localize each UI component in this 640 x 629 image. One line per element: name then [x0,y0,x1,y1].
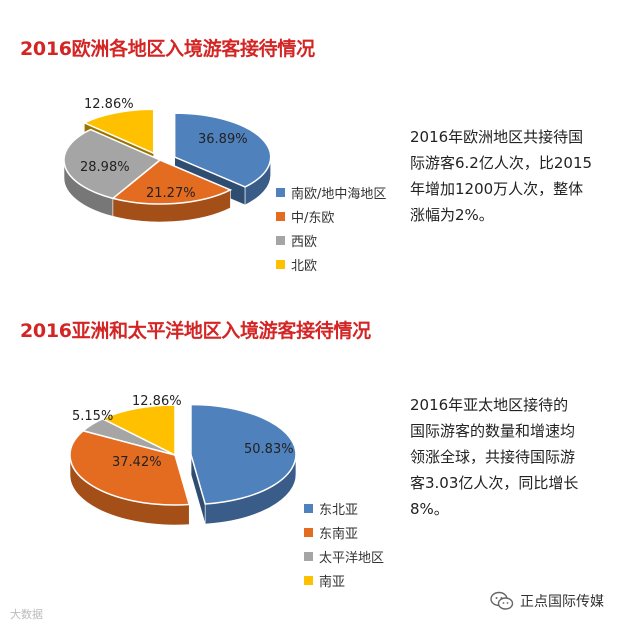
europe-legend: 南欧/地中海地区 中/东欧西欧北欧 [276,180,386,276]
legend-item-south-asia: 南亚 [304,568,384,592]
legend-swatch [304,503,313,513]
legend-item-southeast-asia: 东南亚 [304,520,384,544]
pie-slice-2 [63,128,162,200]
pie-data-label-0: 50.83% [244,442,294,457]
legend-item-pacific: 太平洋地区 [304,544,384,568]
pie-data-label-2: 28.98% [80,160,130,175]
europe-chart-title: 2016欧洲各地区入境游客接待情况 [20,38,315,60]
legend-swatch [276,259,285,269]
pie-slice-1 [69,429,191,506]
pie-data-label-3: 12.86% [132,394,182,409]
legend-label: 太平洋地区 [319,550,385,566]
europe-note: 2016年欧洲地区共接待国 际游客6.2亿人次，比2015 年增加1200万人次… [410,128,593,224]
legend-item-western: 西欧 [276,228,386,252]
asia-chart-title: 2016亚洲和太平洋地区入境游客接待情况 [20,320,371,342]
pie-slice-3 [100,404,176,457]
legend-swatch [276,235,285,245]
asia-legend: 东北亚东南亚太平洋地区南亚 [304,496,384,592]
pie-slice-1 [111,159,233,205]
brand-footer: 正点国际传媒 [490,590,604,612]
legend-item-northern: 北欧 [276,252,386,276]
legend-label: 西欧 [291,234,318,250]
asia-chart-panel: 2016亚洲和太平洋地区入境游客接待情况 50.83% 37.42% 5.15% 12… [0,300,640,629]
legend-swatch [304,527,313,537]
legend-swatch [304,551,313,561]
pie-slice-0 [190,403,297,505]
pie-data-label-2: 5.15% [72,409,113,424]
legend-item-south-mediterranean: 南欧/地中海地区 [276,180,386,204]
europe-pie-chart: 36.89% 21.27% 28.98% 12.86% [63,97,272,223]
legend-label: 东北亚 [319,502,359,518]
asia-note: 2016年亚太地区接待的 国际游客的数量和增速均 领涨全球，共接待国际游 客3.… [410,396,579,518]
legend-swatch [276,187,285,197]
legend-label: 中/东欧 [291,210,335,226]
legend-swatch [304,575,313,585]
pie-data-label-0: 36.89% [198,132,248,147]
pie-data-label-3: 12.86% [84,97,134,112]
asia-pie-chart: 50.83% 37.42% 5.15% 12.86% [69,394,297,526]
legend-swatch [276,211,285,221]
watermark-text: 大数据 [10,608,43,621]
legend-item-central-eastern: 中/东欧 [276,204,386,228]
legend-item-northeast-asia: 东北亚 [304,496,384,520]
pie-data-label-1: 21.27% [146,186,196,201]
europe-chart-panel: 2016欧洲各地区入境游客接待情况 36.89% 21.27% 28.98% 12.8… [0,0,640,300]
brand-name: 正点国际传媒 [520,594,604,610]
pie-slice-3 [82,108,155,155]
legend-label: 东南亚 [319,526,359,542]
legend-label: 南欧/地中海地区 [291,186,387,202]
legend-label: 南亚 [319,574,346,590]
wechat-icon [490,591,514,610]
pie-slice-0 [173,112,272,188]
legend-label: 北欧 [291,258,318,274]
pie-data-label-1: 37.42% [112,455,162,470]
